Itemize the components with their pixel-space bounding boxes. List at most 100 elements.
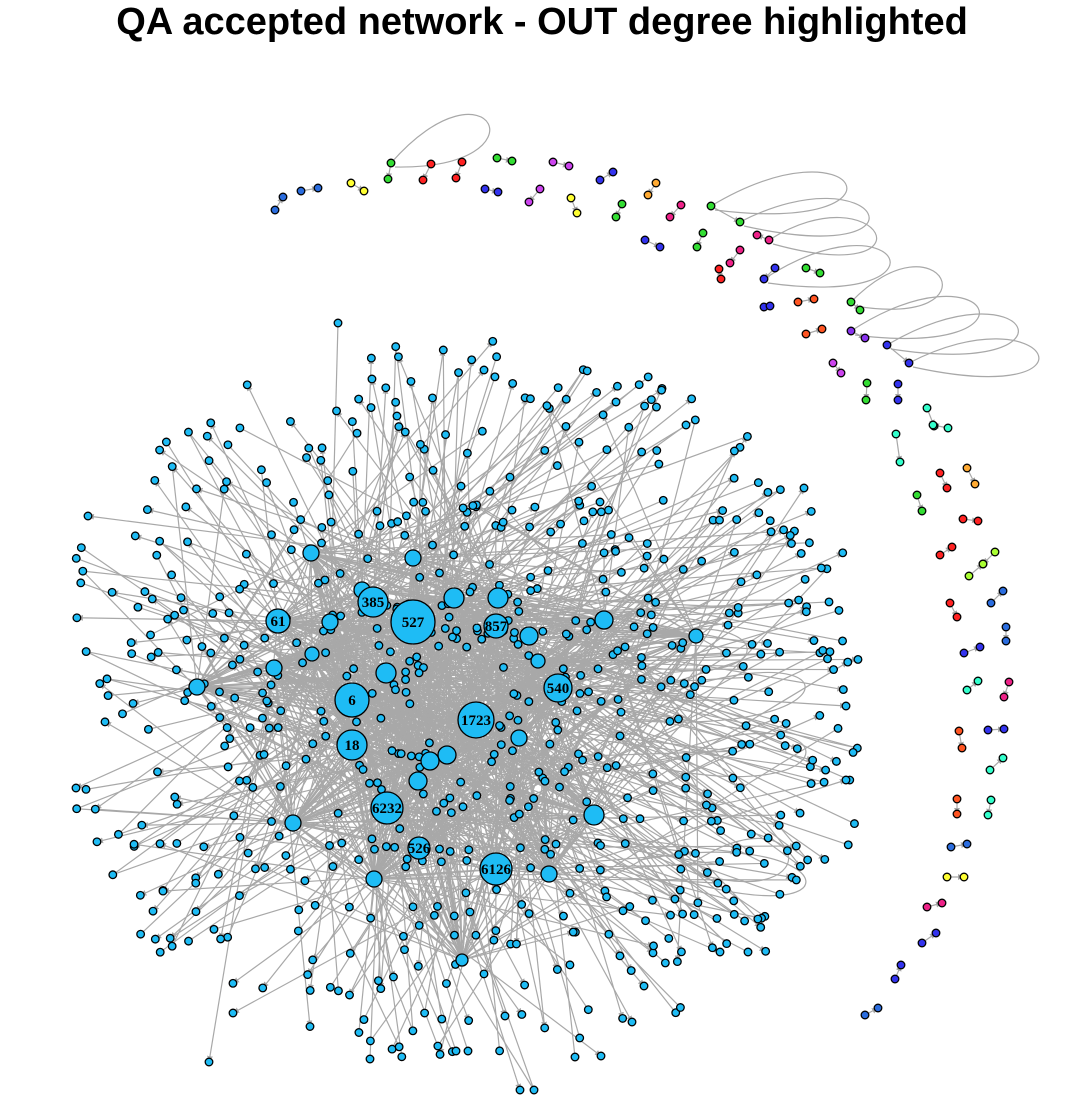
graph-node — [496, 740, 506, 750]
graph-node — [428, 540, 437, 550]
graph-node — [838, 685, 848, 695]
graph-node — [529, 794, 539, 803]
graph-node — [215, 592, 225, 602]
graph-node — [461, 888, 471, 898]
graph-node — [153, 767, 162, 777]
edge — [227, 444, 363, 591]
graph-node — [165, 933, 175, 943]
graph-node — [435, 568, 444, 578]
graph-node — [637, 674, 646, 684]
graph-node — [445, 793, 455, 803]
graph-node — [530, 653, 546, 669]
edge — [417, 780, 550, 875]
graph-node — [243, 848, 253, 858]
graph-node — [367, 834, 377, 844]
graph-node — [765, 516, 775, 526]
graph-node — [624, 533, 634, 543]
graph-node — [613, 646, 623, 656]
graph-node — [545, 739, 555, 749]
graph-node — [352, 717, 361, 727]
graph-node — [135, 890, 145, 900]
graph-node — [613, 694, 623, 704]
graph-node — [623, 793, 633, 803]
graph-node — [242, 775, 252, 785]
graph-node — [978, 559, 988, 569]
graph-node — [435, 1049, 445, 1059]
graph-node — [917, 506, 927, 516]
graph-node — [574, 749, 583, 759]
graph-node — [558, 911, 568, 921]
graph-node — [407, 836, 431, 860]
edge — [273, 666, 599, 758]
graph-node — [499, 662, 508, 672]
graph-node — [424, 738, 434, 748]
edge — [292, 822, 400, 1048]
graph-node — [235, 423, 245, 433]
graph-node — [546, 527, 556, 537]
graph-node — [418, 497, 428, 507]
hub-label: 385 — [362, 595, 385, 611]
edge — [850, 266, 943, 310]
graph-node — [406, 376, 416, 386]
graph-node — [520, 980, 530, 990]
graph-node — [975, 642, 985, 652]
graph-node — [833, 723, 843, 733]
graph-node — [582, 366, 592, 376]
graph-node — [556, 519, 566, 529]
hub-label: 61 — [271, 614, 286, 630]
edge — [429, 760, 780, 828]
graph-node — [640, 401, 650, 411]
graph-node — [118, 709, 127, 719]
graph-node — [321, 613, 339, 631]
graph-node — [639, 563, 649, 573]
graph-node — [452, 626, 461, 636]
edge — [171, 466, 200, 688]
graph-node — [691, 848, 700, 858]
graph-node — [604, 929, 614, 939]
edge — [886, 344, 910, 364]
edge — [601, 427, 630, 621]
graph-node — [627, 1017, 637, 1027]
edge — [351, 699, 469, 1052]
graph-node — [742, 431, 752, 441]
graph-node — [715, 857, 725, 866]
edge — [386, 807, 737, 855]
graph-node — [223, 440, 233, 450]
edge — [739, 197, 870, 237]
graph-node — [574, 437, 584, 447]
graph-node — [846, 297, 856, 307]
edge — [495, 489, 781, 627]
graph-node — [202, 431, 212, 441]
graph-node — [317, 443, 327, 453]
graph-node — [673, 714, 683, 724]
graph-node — [220, 741, 230, 751]
graph-node — [258, 713, 267, 723]
graph-node — [519, 626, 539, 646]
edge — [886, 313, 1019, 355]
graph-node — [393, 352, 403, 362]
graph-node — [260, 863, 270, 872]
graph-node — [365, 870, 383, 888]
graph-node — [970, 479, 980, 489]
graph-node — [147, 594, 157, 604]
graph-node — [818, 645, 828, 655]
edge — [226, 727, 294, 824]
graph-node — [959, 872, 969, 882]
graph-node — [336, 611, 346, 621]
graph-node — [401, 667, 411, 677]
graph-node — [449, 930, 459, 940]
graph-node — [267, 530, 276, 540]
graph-node — [667, 640, 677, 650]
graph-node — [409, 497, 419, 507]
graph-node — [479, 365, 489, 375]
hub-label: 6 — [348, 693, 356, 709]
graph-node — [774, 820, 784, 830]
graph-node — [197, 642, 207, 652]
graph-node — [495, 721, 505, 730]
graph-node — [525, 394, 535, 404]
graph-node — [815, 268, 825, 278]
graph-node — [489, 749, 499, 759]
graph-node — [642, 629, 652, 639]
graph-node — [729, 909, 739, 919]
graph-node — [256, 465, 266, 475]
